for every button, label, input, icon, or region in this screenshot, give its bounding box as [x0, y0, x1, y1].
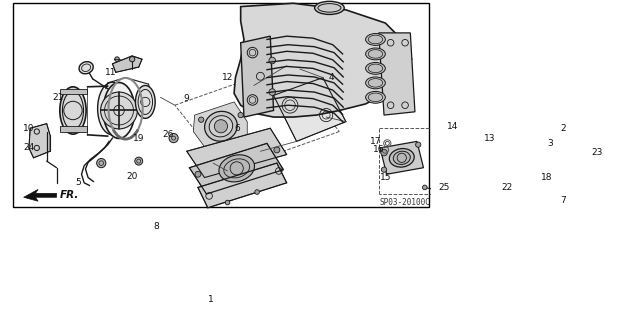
Circle shape: [596, 164, 601, 170]
Circle shape: [225, 200, 230, 205]
Polygon shape: [198, 163, 287, 208]
Text: 21: 21: [52, 93, 63, 102]
Circle shape: [447, 160, 453, 167]
Circle shape: [238, 113, 243, 118]
Ellipse shape: [103, 83, 135, 138]
Circle shape: [482, 135, 488, 141]
Ellipse shape: [458, 142, 477, 158]
Text: 19: 19: [133, 134, 145, 143]
Polygon shape: [29, 124, 50, 158]
Circle shape: [509, 194, 514, 198]
Circle shape: [269, 57, 275, 64]
Text: 25: 25: [439, 183, 450, 192]
Text: 1: 1: [208, 295, 214, 304]
Circle shape: [198, 117, 204, 122]
Polygon shape: [550, 128, 577, 185]
Circle shape: [463, 195, 468, 200]
Circle shape: [381, 149, 387, 156]
Circle shape: [129, 56, 135, 62]
Text: 24: 24: [23, 144, 35, 152]
Text: 13: 13: [483, 134, 495, 143]
Polygon shape: [445, 131, 490, 170]
Text: 18: 18: [541, 173, 552, 182]
Text: 14: 14: [447, 122, 458, 131]
Circle shape: [274, 147, 280, 153]
Text: 2: 2: [560, 124, 566, 133]
Ellipse shape: [98, 82, 127, 135]
Text: 23: 23: [591, 148, 603, 157]
Polygon shape: [380, 141, 424, 174]
Polygon shape: [187, 128, 287, 178]
Circle shape: [115, 57, 119, 62]
Text: 26: 26: [163, 130, 174, 139]
Circle shape: [415, 142, 421, 147]
Ellipse shape: [60, 87, 86, 134]
Text: 9: 9: [184, 94, 189, 103]
Ellipse shape: [393, 151, 410, 165]
Circle shape: [97, 159, 106, 168]
Circle shape: [195, 171, 201, 177]
Bar: [60, 89, 88, 94]
Text: SP03-20100C: SP03-20100C: [380, 198, 431, 207]
Polygon shape: [234, 3, 412, 117]
Polygon shape: [273, 78, 346, 141]
Ellipse shape: [365, 48, 385, 60]
Circle shape: [135, 157, 143, 165]
Circle shape: [269, 89, 275, 95]
Text: FR.: FR.: [60, 190, 79, 200]
Bar: [60, 126, 88, 131]
Ellipse shape: [365, 63, 385, 74]
Circle shape: [595, 150, 600, 155]
Polygon shape: [241, 36, 273, 117]
Ellipse shape: [315, 1, 344, 14]
Polygon shape: [24, 189, 56, 201]
Circle shape: [445, 143, 451, 149]
Polygon shape: [379, 33, 415, 115]
Ellipse shape: [365, 92, 385, 103]
Ellipse shape: [205, 111, 237, 141]
Circle shape: [554, 174, 562, 182]
Ellipse shape: [209, 116, 233, 137]
Ellipse shape: [554, 141, 573, 175]
Circle shape: [169, 133, 178, 143]
Text: 11: 11: [105, 68, 116, 77]
Text: 7: 7: [560, 196, 566, 205]
Ellipse shape: [389, 149, 414, 167]
Text: 4: 4: [328, 73, 334, 82]
Ellipse shape: [79, 62, 93, 74]
Text: 5: 5: [76, 178, 81, 187]
Ellipse shape: [365, 77, 385, 89]
Circle shape: [561, 202, 566, 206]
Circle shape: [214, 120, 227, 133]
Ellipse shape: [454, 138, 481, 161]
Text: 8: 8: [154, 222, 159, 231]
Ellipse shape: [365, 33, 385, 45]
Text: 22: 22: [501, 183, 513, 192]
Ellipse shape: [219, 155, 255, 182]
Circle shape: [255, 190, 259, 194]
Text: 12: 12: [222, 73, 233, 82]
Text: 3: 3: [547, 139, 552, 148]
Text: 20: 20: [127, 172, 138, 181]
Circle shape: [100, 92, 138, 129]
Ellipse shape: [556, 141, 562, 146]
Text: 17: 17: [370, 137, 381, 146]
Circle shape: [422, 185, 427, 190]
Text: 6: 6: [234, 124, 240, 133]
Polygon shape: [193, 102, 247, 151]
Polygon shape: [189, 143, 284, 194]
Text: 15: 15: [380, 173, 391, 182]
Ellipse shape: [136, 85, 155, 118]
Text: 16: 16: [373, 145, 385, 154]
Ellipse shape: [553, 130, 574, 139]
Circle shape: [381, 167, 387, 172]
Polygon shape: [113, 56, 142, 72]
Text: 10: 10: [23, 124, 35, 133]
Circle shape: [484, 153, 490, 160]
